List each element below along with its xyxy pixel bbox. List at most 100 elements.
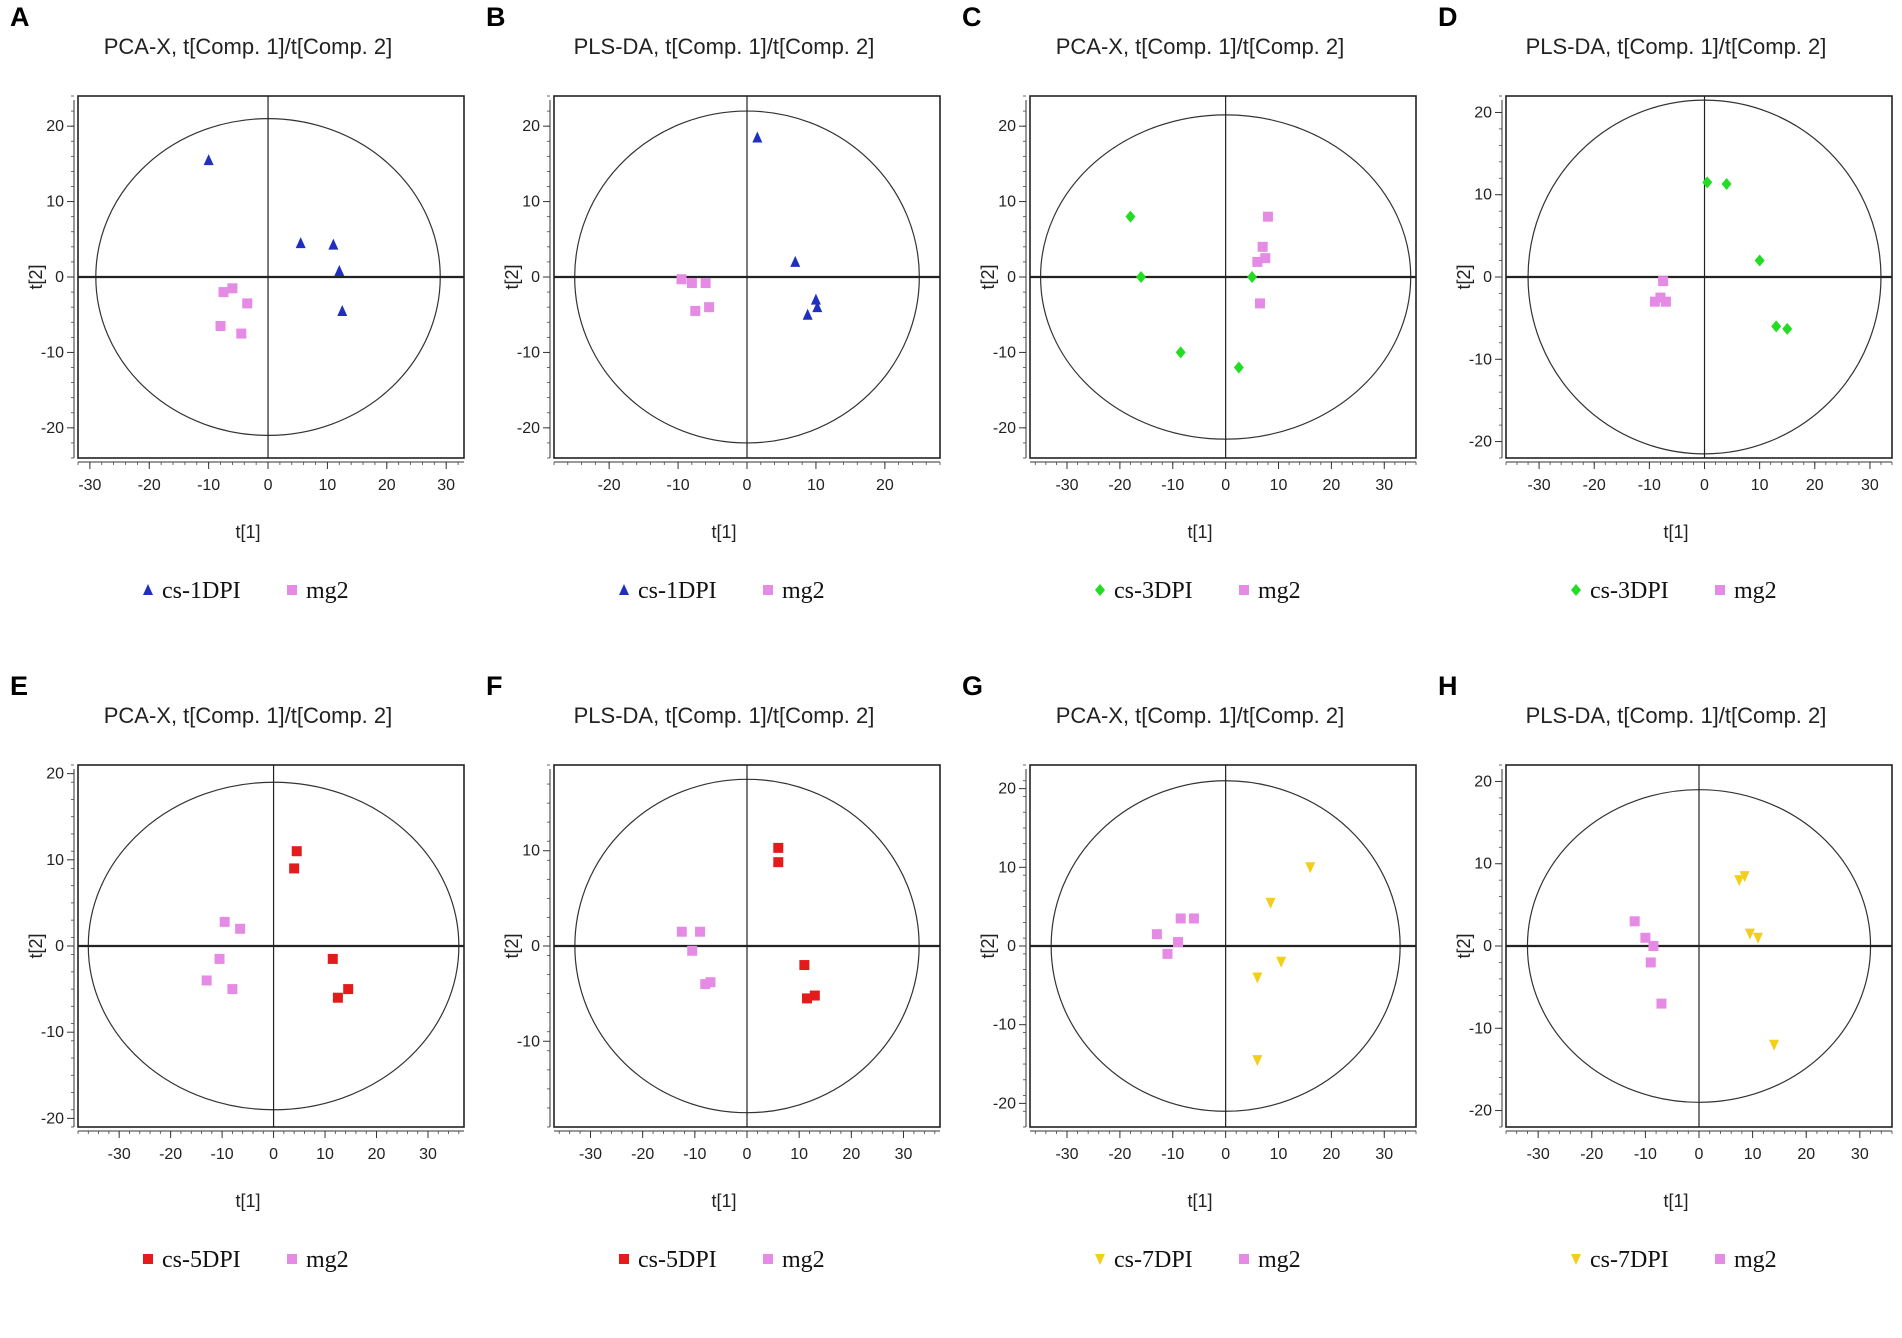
legend-label: mg2: [1734, 578, 1777, 604]
point-cs-7DPI: [1305, 862, 1316, 874]
x-tick-label: 20: [368, 1146, 386, 1163]
x-tick-label: 20: [1322, 1146, 1340, 1163]
legend-marker-cs-3DPI: [1571, 584, 1581, 596]
point-mg2: [1649, 296, 1660, 307]
point-mg2: [1656, 998, 1667, 1009]
legend-marker-mg2: [287, 1254, 297, 1264]
x-tick-label: -10: [683, 1146, 706, 1163]
y-tick-label: 0: [531, 269, 540, 286]
point-mg2: [690, 305, 701, 316]
legend-label: cs-3DPI: [1590, 578, 1669, 604]
x-axis-label: t[1]: [235, 522, 260, 542]
point-cs-7DPI: [1252, 1055, 1263, 1067]
point-cs-7DPI: [1252, 972, 1263, 984]
legend-marker-cs-7DPI: [1095, 1254, 1105, 1265]
y-tick-label: 0: [531, 938, 540, 955]
panel-F: F PLS-DA, t[Comp. 1]/t[Comp. 2] -10 0 10 -30 -…: [476, 669, 952, 1309]
point-cs-1DPI: [295, 237, 306, 249]
panel-G: G PCA-X, t[Comp. 1]/t[Comp. 2] -20 -10 0 10 20…: [952, 669, 1428, 1309]
y-tick-label: 20: [1474, 773, 1492, 790]
x-tick-label: 0: [1695, 1146, 1704, 1163]
x-tick-label: 0: [1221, 1146, 1230, 1163]
x-tick-label: 10: [807, 477, 825, 494]
point-mg2: [1629, 916, 1640, 927]
point-cs-1DPI: [337, 304, 348, 316]
point-mg2: [1658, 276, 1669, 287]
y-tick-label: -20: [993, 420, 1016, 437]
y-tick-label: 10: [46, 852, 64, 869]
point-cs-1DPI: [812, 301, 823, 313]
x-tick-label: -20: [598, 477, 621, 494]
point-cs-5DPI: [801, 993, 812, 1004]
x-tick-label: -30: [1055, 477, 1078, 494]
x-tick-label: -30: [1527, 1146, 1550, 1163]
y-tick-label: 10: [46, 194, 64, 211]
point-cs-1DPI: [203, 154, 214, 166]
panel-letter: F: [486, 671, 503, 701]
y-tick-label: 0: [1483, 938, 1492, 955]
panel-letter: E: [10, 671, 28, 701]
scatter-chart-G: G PCA-X, t[Comp. 1]/t[Comp. 2] -20 -10 0 10 20…: [962, 671, 1417, 1273]
y-tick-label: -20: [1469, 434, 1492, 451]
y-tick-label: 0: [55, 269, 64, 286]
scatter-chart-F: F PLS-DA, t[Comp. 1]/t[Comp. 2] -10 0 10 -30 -…: [486, 671, 941, 1273]
point-cs-7DPI: [1734, 875, 1745, 887]
chart-title: PCA-X, t[Comp. 1]/t[Comp. 2]: [104, 34, 393, 59]
x-tick-label: -30: [78, 477, 101, 494]
x-tick-label: -10: [197, 477, 220, 494]
x-tick-label: 0: [269, 1146, 278, 1163]
legend-marker-mg2: [1239, 585, 1249, 595]
point-mg2: [1645, 957, 1656, 968]
y-tick-label: 20: [46, 118, 64, 135]
point-mg2: [700, 278, 711, 289]
y-tick-label: 10: [998, 194, 1016, 211]
x-tick-label: 10: [316, 1146, 334, 1163]
panel-B: B PLS-DA, t[Comp. 1]/t[Comp. 2] -20 -10 0 10 2…: [476, 0, 952, 640]
point-cs-5DPI: [773, 842, 784, 853]
point-mg2: [676, 926, 687, 937]
y-tick-label: 10: [522, 194, 540, 211]
legend-marker-mg2: [287, 585, 297, 595]
y-tick-label: 20: [522, 118, 540, 135]
x-tick-label: -10: [1161, 1146, 1184, 1163]
point-cs-1DPI: [802, 308, 813, 320]
chart-title: PCA-X, t[Comp. 1]/t[Comp. 2]: [1056, 34, 1345, 59]
legend-marker-cs-1DPI: [143, 584, 153, 595]
point-cs-3DPI: [1175, 346, 1186, 359]
y-axis-label: t[2]: [502, 264, 522, 289]
point-cs-7DPI: [1744, 928, 1755, 940]
y-tick-label: 20: [1474, 104, 1492, 121]
x-tick-label: 20: [1806, 477, 1824, 494]
legend-label: cs-1DPI: [638, 578, 717, 604]
panel-D: D PLS-DA, t[Comp. 1]/t[Comp. 2] -20 -10 0 10 2…: [1428, 0, 1902, 640]
y-tick-label: 10: [1474, 856, 1492, 873]
chart-title: PLS-DA, t[Comp. 1]/t[Comp. 2]: [1526, 34, 1827, 59]
point-mg2: [1260, 253, 1271, 264]
x-tick-label: 30: [1375, 477, 1393, 494]
point-cs-3DPI: [1721, 178, 1732, 191]
legend-marker-cs-5DPI: [143, 1254, 153, 1264]
point-mg2: [201, 975, 212, 986]
point-cs-1DPI: [328, 238, 339, 250]
legend-label: cs-5DPI: [638, 1247, 717, 1273]
panel-E: E PCA-X, t[Comp. 1]/t[Comp. 2] -20 -10 0 10 20…: [0, 669, 476, 1309]
y-axis-label: t[2]: [502, 933, 522, 958]
point-cs-5DPI: [343, 984, 354, 995]
legend-marker-mg2: [1715, 585, 1725, 595]
point-mg2: [704, 302, 715, 313]
y-axis-label: t[2]: [978, 933, 998, 958]
y-tick-label: 10: [998, 859, 1016, 876]
legend-label: mg2: [306, 1247, 349, 1273]
y-tick-label: -10: [993, 344, 1016, 361]
y-tick-label: 0: [1007, 269, 1016, 286]
point-mg2: [215, 321, 226, 332]
point-cs-5DPI: [289, 863, 300, 874]
chart-title: PLS-DA, t[Comp. 1]/t[Comp. 2]: [1526, 703, 1827, 728]
point-cs-3DPI: [1136, 271, 1147, 283]
point-mg2: [242, 298, 253, 309]
y-tick-label: 20: [46, 766, 64, 783]
point-mg2: [1175, 913, 1186, 924]
y-axis-label: t[2]: [1454, 933, 1474, 958]
legend-label: cs-7DPI: [1114, 1247, 1193, 1273]
x-tick-label: -30: [1528, 477, 1551, 494]
